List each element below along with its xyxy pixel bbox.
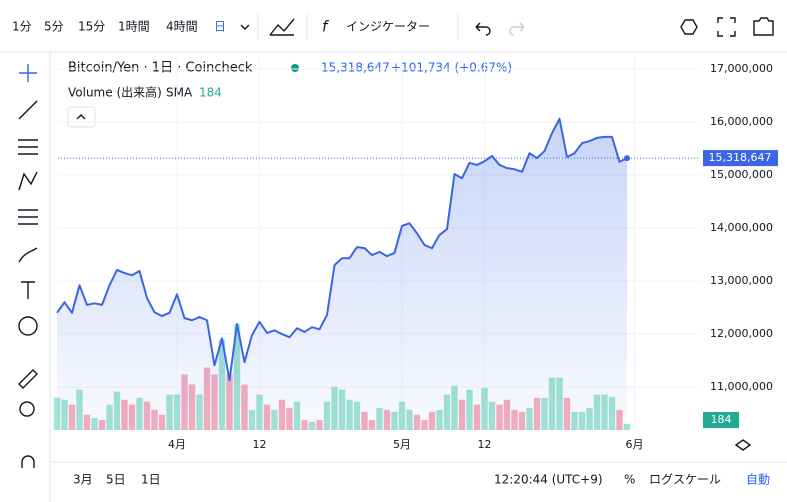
plot: 11,000,000 12,000,000 13,000,000 14,000,000… (53, 56, 773, 451)
log-scale[interactable]: ログスケール (649, 473, 721, 487)
y-tick-label: 12,000,000 (710, 327, 773, 340)
left-toolbar (18, 64, 38, 468)
indicators[interactable]: インジケーター (346, 20, 430, 34)
pattern-icon[interactable] (18, 171, 38, 191)
last-point (624, 155, 630, 162)
change: +101,734 (+0.67%) (391, 61, 512, 75)
y-tick-label: 15,000,000 (710, 168, 773, 181)
time: 12:20:44 (UTC+9) (494, 473, 603, 487)
range[interactable]: 1日 (141, 473, 161, 487)
collapse-icon (76, 114, 86, 120)
volume-label: Volume (出来高) (68, 85, 162, 100)
range[interactable]: 5日 (106, 473, 126, 487)
x-tick-label: 4月 (168, 438, 186, 451)
x-tick-label: 12 (253, 438, 267, 451)
interval[interactable]: 1時間 (118, 20, 150, 34)
y-tick-label: 17,000,000 (710, 62, 773, 75)
interval[interactable]: 1分 (12, 20, 32, 34)
auto[interactable]: 自動 (746, 473, 770, 487)
sma-label: SMA (166, 86, 193, 100)
volume-badge-label: 184 (711, 413, 732, 426)
top-toolbar: 1分 5分 15分 1時間 4時間 日 f インジケーター (12, 14, 774, 40)
price-badge (703, 150, 778, 167)
collapse-button[interactable] (67, 106, 96, 128)
magnet-icon[interactable] (21, 455, 35, 468)
y-tick-label: 14,000,000 (710, 221, 773, 234)
y-tick-label: 16,000,000 (710, 115, 773, 128)
emoji-icon[interactable] (18, 316, 38, 336)
bottom-bar: 3月 5日 1日 12:20:44 (UTC+9) % ログスケール 自動 (73, 473, 770, 487)
crosshair-icon[interactable] (19, 64, 37, 82)
redo-icon[interactable] (509, 22, 525, 36)
symbol: Bitcoin/Yen · 1日 · Coincheck (68, 61, 253, 76)
brush-icon[interactable] (18, 247, 38, 263)
x-tick-label: 6月 (626, 438, 644, 451)
chart-type-icon[interactable] (269, 18, 295, 36)
x-tick-label: 12 (478, 438, 492, 451)
forecast-icon[interactable] (18, 209, 38, 225)
y-tick-label: 11,000,000 (710, 380, 773, 393)
volume-value: 184 (199, 86, 222, 100)
x-tick-label: 5月 (393, 438, 411, 451)
volume-badge (703, 412, 739, 429)
interval[interactable]: 4時間 (166, 20, 198, 34)
price-badge-label: 15,318,647 (709, 151, 772, 164)
status-dot (291, 64, 299, 72)
zoom-icon[interactable] (19, 401, 35, 417)
axis-settings-icon[interactable] (734, 439, 752, 451)
y-tick-label: 13,000,000 (710, 274, 773, 287)
fx-icon[interactable]: f (322, 18, 330, 36)
interval-active[interactable]: 日 (214, 20, 226, 34)
range[interactable]: 3月 (73, 473, 93, 487)
price-area (57, 118, 627, 430)
text-icon[interactable] (21, 281, 35, 299)
settings-icon[interactable] (680, 19, 698, 35)
interval[interactable]: 5分 (44, 20, 64, 34)
undo-icon[interactable] (475, 22, 491, 36)
ruler-icon[interactable] (18, 369, 38, 389)
price-line (56, 117, 628, 382)
snapshot-icon[interactable] (753, 17, 774, 36)
dropdown-icon[interactable] (240, 24, 250, 30)
fib-icon[interactable] (18, 139, 38, 155)
fullscreen-icon[interactable] (717, 17, 736, 37)
interval[interactable]: 15分 (78, 20, 105, 34)
percent[interactable]: % (624, 473, 635, 487)
price: 15,318,647 (321, 61, 390, 75)
line-tool-icon[interactable] (18, 100, 38, 120)
